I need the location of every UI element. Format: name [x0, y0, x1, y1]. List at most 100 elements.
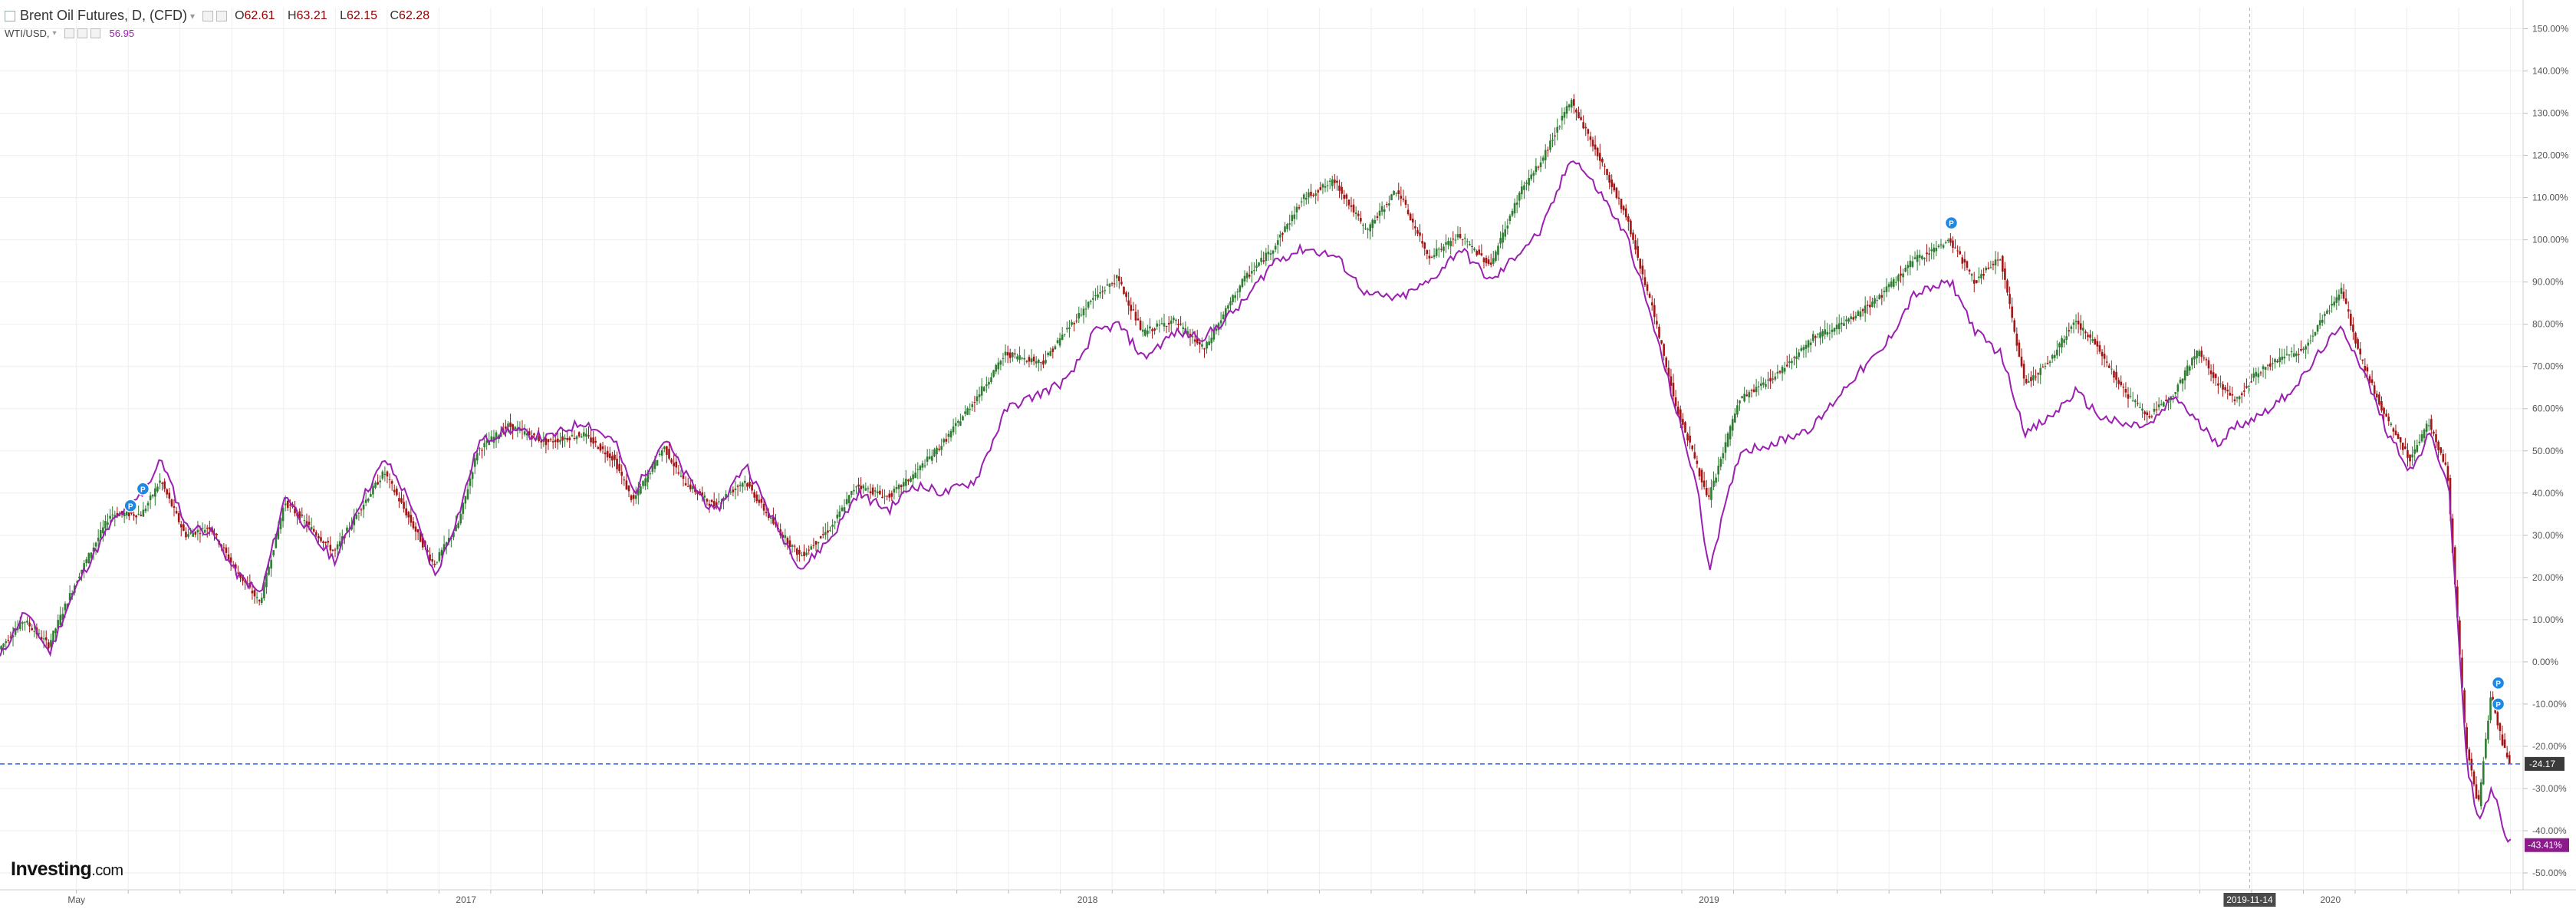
candle-body: [853, 489, 855, 492]
candle-body: [1054, 346, 1057, 350]
candle-body: [1087, 301, 1090, 308]
candle-body: [140, 515, 143, 516]
candle-body: [2427, 425, 2430, 427]
candle-body: [1149, 326, 1151, 329]
candle-body: [2446, 466, 2449, 481]
candle-body: [1137, 318, 1140, 321]
candle-body: [1686, 433, 1689, 441]
visibility-icon[interactable]: [202, 10, 214, 21]
candle-body: [14, 630, 17, 635]
candle-body: [725, 494, 727, 499]
candle-body: [1357, 213, 1360, 216]
candle-body: [1653, 305, 1656, 318]
compare-label: -43.41%: [2528, 840, 2562, 851]
candle-body: [1987, 267, 1990, 269]
candle-body: [1871, 301, 1874, 308]
candle-body: [1236, 291, 1239, 293]
candle-body: [303, 520, 306, 522]
candle-body: [2131, 400, 2134, 402]
candle-body: [1976, 280, 1978, 283]
event-marker-icon[interactable]: [2491, 676, 2505, 690]
candle-body: [791, 545, 794, 547]
settings-icon[interactable]: [216, 10, 228, 21]
candle-body: [1824, 329, 1826, 334]
settings-icon[interactable]: [77, 28, 87, 38]
candle-body: [393, 489, 396, 492]
candle-body: [1551, 140, 1554, 141]
candle-body: [2392, 428, 2395, 432]
candle-body: [175, 511, 178, 514]
candle-body: [1563, 111, 1566, 118]
event-marker-icon[interactable]: [136, 482, 150, 496]
candle-body: [1864, 305, 1867, 314]
candle-body: [814, 541, 818, 545]
candle-body: [625, 480, 628, 490]
candle-body: [907, 479, 910, 482]
candle-body: [1994, 259, 1997, 266]
candle-body: [275, 533, 278, 548]
candle-body: [1821, 331, 1824, 337]
candle-body: [741, 482, 744, 487]
candle-body: [1637, 245, 1639, 258]
candle-body: [692, 486, 694, 489]
candle-body: [921, 463, 924, 468]
candle-body: [2224, 387, 2226, 390]
event-marker-icon[interactable]: [123, 499, 137, 513]
collapse-icon[interactable]: [5, 10, 15, 21]
candle-body: [1449, 241, 1452, 247]
candle-body: [137, 513, 140, 515]
candle-body: [682, 474, 685, 479]
candle-body: [2385, 413, 2387, 417]
candle-body: [2238, 396, 2241, 400]
candle-body: [1255, 265, 1258, 268]
candle-body: [1397, 190, 1400, 195]
candle-body: [2209, 370, 2212, 374]
candle-body: [1811, 334, 1814, 341]
candle-body: [2444, 462, 2447, 465]
candle-body: [890, 492, 893, 497]
chevron-down-icon[interactable]: ▾: [52, 29, 57, 38]
candle-body: [888, 493, 891, 498]
event-marker-icon[interactable]: [2491, 697, 2505, 711]
close-icon[interactable]: [90, 28, 100, 38]
candle-body: [312, 529, 315, 532]
candle-body: [1859, 311, 1862, 318]
logo-name: Investing: [11, 858, 92, 880]
candle-body: [2103, 354, 2106, 359]
candle-body: [1646, 284, 1649, 291]
candle-body: [1589, 136, 1592, 140]
candle-body: [1802, 347, 1805, 351]
candle-body: [2487, 720, 2489, 740]
candle-body: [2046, 363, 2049, 364]
candle-body: [116, 512, 119, 517]
chevron-down-icon[interactable]: ▾: [190, 10, 196, 21]
candle-body: [1857, 311, 1860, 317]
candle-body: [1245, 272, 1249, 278]
candle-body: [1288, 223, 1291, 225]
candle-body: [2120, 381, 2123, 386]
candle-body: [2466, 726, 2468, 749]
candle-body: [1469, 244, 1471, 245]
candle-body: [855, 486, 857, 488]
candle-body: [2390, 423, 2393, 426]
candle-body: [1147, 330, 1149, 334]
event-marker-icon[interactable]: [1944, 216, 1959, 230]
candle-body: [1158, 324, 1161, 326]
candle-body: [128, 512, 130, 517]
candle-body: [1582, 122, 1584, 129]
candle-body: [936, 447, 938, 455]
candle-body: [2044, 365, 2047, 367]
candle-body: [237, 572, 239, 574]
candle-body: [2226, 390, 2229, 392]
candle-body: [1722, 453, 1725, 459]
candle-body: [469, 478, 472, 486]
visibility-icon[interactable]: [64, 28, 74, 38]
candle-body: [1295, 206, 1298, 212]
candle-body: [1682, 419, 1684, 425]
candle-body: [1360, 218, 1362, 222]
compare-legend: WTI/USD, ▾ 56.95: [5, 28, 134, 39]
candle-body: [1298, 207, 1301, 209]
candle-body: [327, 541, 330, 543]
candle-body: [2048, 361, 2051, 364]
